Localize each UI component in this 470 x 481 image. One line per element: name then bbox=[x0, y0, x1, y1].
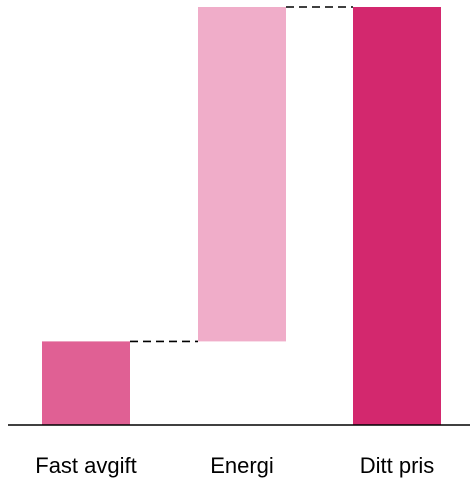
x-tick-label-energi: Energi bbox=[210, 453, 274, 478]
x-tick-label-fast-avgift: Fast avgift bbox=[35, 453, 136, 478]
x-axis-labels: Fast avgift Energi Ditt pris bbox=[35, 453, 434, 478]
bar-energi bbox=[198, 7, 286, 342]
connector-lines bbox=[130, 6, 353, 343]
bar-fast-avgift bbox=[42, 341, 130, 425]
bars-group bbox=[42, 7, 441, 425]
x-tick-label-ditt-pris: Ditt pris bbox=[360, 453, 435, 478]
bar-ditt-pris bbox=[353, 7, 441, 425]
